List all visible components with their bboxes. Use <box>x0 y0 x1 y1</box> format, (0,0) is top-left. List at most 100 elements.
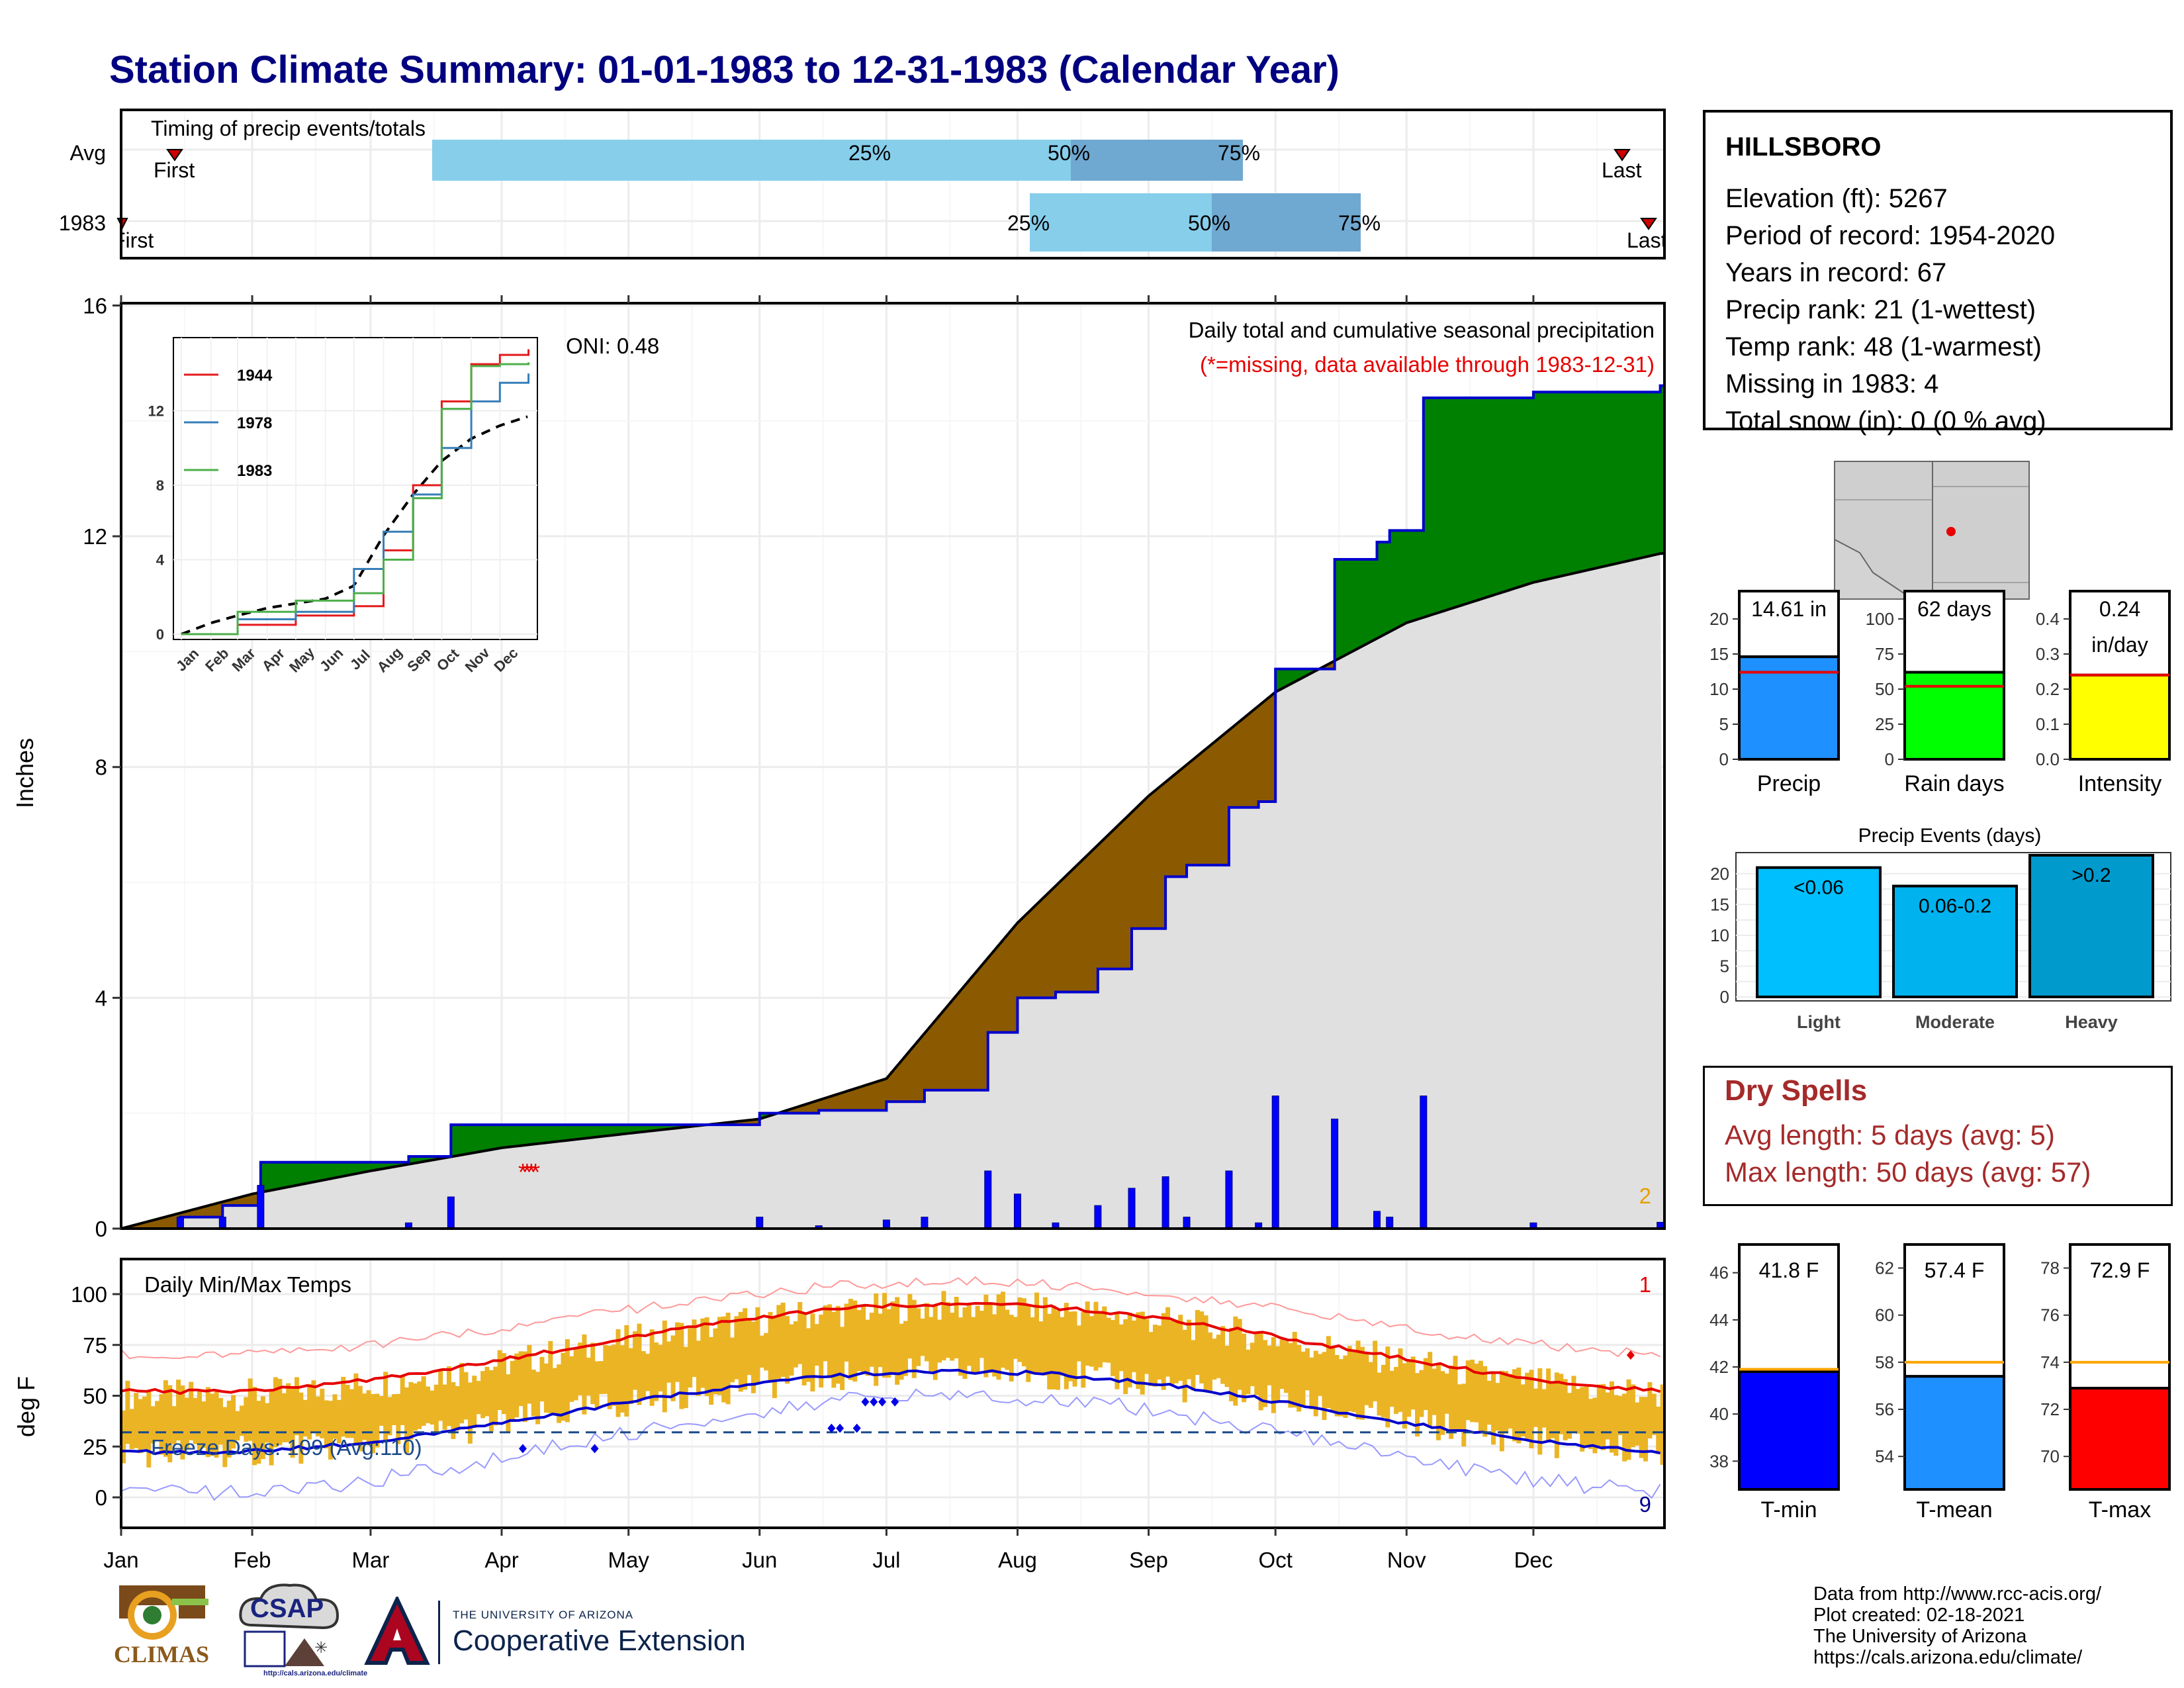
deficit-fill <box>743 1120 748 1125</box>
dry-spells-max: Max length: 50 days (avg: 57) <box>1725 1156 2091 1188</box>
surplus-fill <box>1283 669 1289 687</box>
deficit-fill <box>819 1099 824 1111</box>
daily-temp-bar <box>417 1381 422 1429</box>
surplus-fill <box>488 1125 494 1150</box>
daily-temp-bar <box>548 1340 553 1413</box>
deficit-fill <box>869 1083 875 1111</box>
deficit-fill <box>197 1207 203 1217</box>
deficit-fill <box>1097 843 1103 969</box>
record-low-marker <box>861 1397 870 1407</box>
surplus-fill <box>514 1125 520 1147</box>
deficit-fill <box>171 1214 177 1229</box>
daily-temp-bar <box>1580 1387 1585 1452</box>
daily-temp-bar <box>459 1362 465 1424</box>
daily-temp-bar <box>1614 1395 1619 1456</box>
deficit-fill <box>966 980 972 1090</box>
deficit-fill <box>1191 759 1196 865</box>
daily-precip-bar <box>815 1225 823 1229</box>
surplus-fill <box>1660 385 1664 554</box>
avg-first-marker <box>166 149 183 162</box>
page-title: Station Climate Summary: 01-01-1983 to 1… <box>109 48 1340 91</box>
daily-temp-bar <box>933 1304 938 1380</box>
ua-small-text: THE UNIVERSITY OF ARIZONA <box>453 1609 634 1621</box>
daily-temp-bar <box>1596 1384 1602 1449</box>
daily-temp-bar <box>890 1301 895 1375</box>
inset-x-tick-label: Sep <box>404 645 434 675</box>
daily-temp-bar <box>1115 1311 1120 1389</box>
daily-temp-bar <box>311 1380 316 1432</box>
deficit-fill <box>138 1223 143 1229</box>
inset-legend-1978: 1978 <box>237 414 272 432</box>
temp-y-tick-label: 0 <box>95 1485 107 1510</box>
deficit-fill <box>150 1220 156 1229</box>
deficit-fill <box>1258 704 1263 802</box>
deficit-fill <box>205 1205 210 1217</box>
daily-temp-bar <box>1639 1397 1644 1458</box>
surplus-fill <box>603 1125 608 1137</box>
daily-temp-bar <box>966 1303 972 1366</box>
daily-temp-bar <box>1212 1338 1217 1380</box>
daily-temp-bar <box>1410 1356 1416 1410</box>
year-last-marker <box>1640 218 1657 230</box>
deficit-fill <box>856 1087 862 1111</box>
precip-panel: **** 0 4 8 12 16 Daily total and cumulative … <box>83 293 1666 1241</box>
surplus-fill <box>1279 669 1285 689</box>
deficit-fill <box>1169 776 1175 877</box>
surplus-fill <box>1563 392 1568 575</box>
surplus-fill <box>269 1162 274 1191</box>
precip-caption: Daily total and cumulative seasonal prec… <box>1189 318 1655 342</box>
daily-temp-bar <box>895 1297 900 1385</box>
avg-q25: 25% <box>848 141 891 165</box>
month-label-jul: Jul <box>872 1548 900 1572</box>
daily-temp-bar <box>1237 1319 1242 1390</box>
deficit-fill <box>248 1194 253 1206</box>
surplus-fill <box>472 1125 477 1153</box>
footer-line-2: Plot created: 02-18-2021 <box>1813 1605 2025 1626</box>
daily-precip-bar <box>1420 1096 1428 1229</box>
deficit-fill <box>1021 916 1027 998</box>
daily-temp-bar <box>1520 1384 1525 1437</box>
deficit-fill <box>852 1088 858 1111</box>
surplus-fill <box>387 1162 392 1168</box>
deficit-fill <box>1224 731 1230 865</box>
year-iqr-dark <box>1212 193 1361 252</box>
record-low-marker <box>518 1444 527 1454</box>
daily-temp-bar <box>265 1403 270 1443</box>
temp-y-tick-label: 25 <box>83 1434 107 1459</box>
precip-summary-value-text: 14.61 in <box>1751 597 1827 621</box>
daily-temp-bar <box>1178 1315 1183 1381</box>
deficit-fill <box>210 1204 215 1217</box>
daily-temp-bar <box>1381 1364 1386 1418</box>
month-label-may: May <box>608 1548 650 1572</box>
tmin-summary-value-text: 41.8 F <box>1759 1258 1819 1282</box>
daily-temp-bar <box>717 1317 722 1395</box>
surplus-fill <box>1486 397 1492 597</box>
surplus-fill <box>1601 392 1606 567</box>
inset-x-tick-label: Mar <box>228 645 259 675</box>
daily-temp-bar <box>493 1366 498 1426</box>
deficit-fill <box>1030 908 1035 998</box>
deficit-fill <box>134 1225 139 1229</box>
daily-temp-bar <box>497 1350 502 1411</box>
surplus-fill <box>1381 541 1387 635</box>
events-bar-heavy <box>2028 854 2154 998</box>
daily-temp-bar <box>349 1389 354 1438</box>
daily-temp-bar <box>357 1385 363 1452</box>
freeze-days: Freeze Days: 109 (Avg:110) <box>151 1435 422 1460</box>
daily-temp-bar <box>1009 1315 1014 1382</box>
surplus-fill <box>484 1125 490 1150</box>
surplus-fill <box>619 1125 625 1135</box>
daily-temp-bar <box>1575 1389 1580 1434</box>
timing-caption: Timing of precip events/totals <box>151 117 426 140</box>
deficit-fill <box>1250 711 1255 808</box>
year-q25: 25% <box>1007 211 1050 235</box>
daily-temp-bar <box>920 1318 925 1356</box>
daily-temp-bar <box>624 1325 629 1417</box>
daily-temp-bar <box>1165 1307 1171 1377</box>
deficit-fill <box>1055 884 1061 992</box>
daily-temp-bar <box>670 1335 676 1401</box>
surplus-fill <box>1474 397 1479 601</box>
daily-temp-bar <box>315 1396 320 1436</box>
